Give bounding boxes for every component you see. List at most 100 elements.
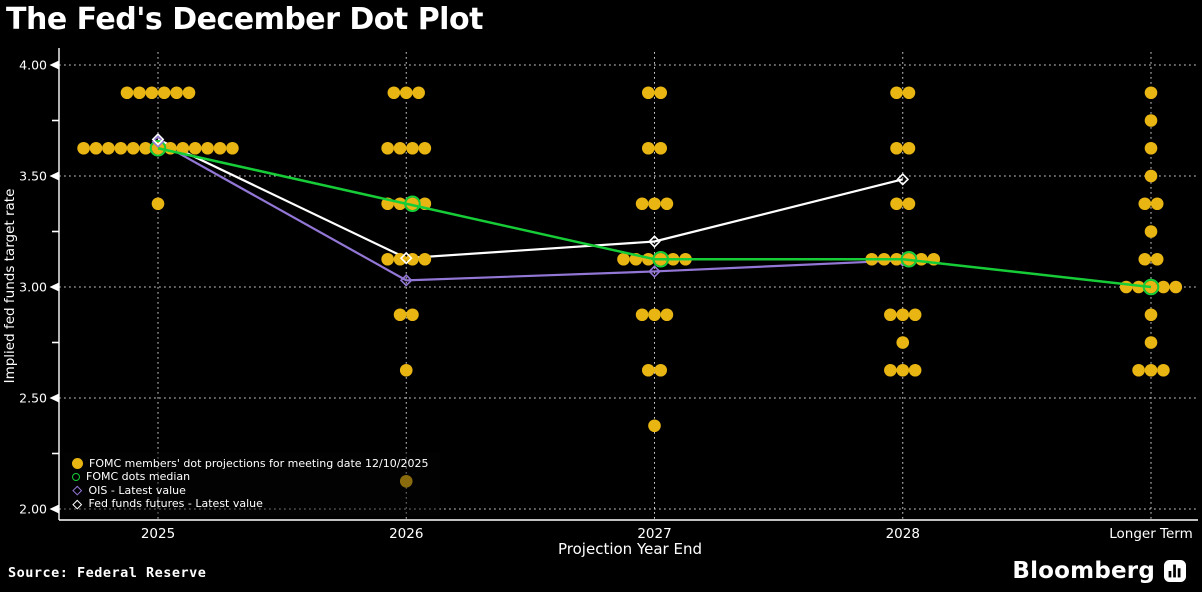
bloomberg-wordmark: Bloomberg bbox=[1012, 558, 1155, 584]
fomc-dot bbox=[1169, 280, 1183, 294]
fomc-dot bbox=[393, 141, 407, 155]
fomc-dot bbox=[635, 308, 649, 322]
y-tick-arrow bbox=[49, 60, 59, 70]
fomc-dot bbox=[1144, 336, 1158, 349]
fomc-dot bbox=[617, 252, 630, 266]
fomc-dot bbox=[381, 252, 394, 266]
y-tick-arrow bbox=[49, 171, 59, 181]
x-tick-label: 2027 bbox=[637, 526, 671, 542]
fomc-dot bbox=[145, 86, 159, 100]
y-tick-arrow bbox=[49, 393, 59, 403]
fomc-dot bbox=[387, 86, 401, 100]
futures-marker bbox=[399, 251, 413, 265]
fomc-dot bbox=[139, 141, 152, 155]
fomc-dot bbox=[642, 363, 655, 377]
fomc-dot bbox=[182, 86, 196, 100]
futures-marker bbox=[648, 235, 661, 248]
y-tick-label: 2.00 bbox=[19, 502, 47, 517]
fomc-dot bbox=[114, 141, 128, 155]
fomc-dot bbox=[654, 86, 667, 100]
fomc-dot bbox=[1144, 114, 1158, 127]
fomc-dot bbox=[635, 197, 649, 211]
fomc-dot bbox=[120, 86, 134, 100]
legend-item-label: FOMC members' dot projections for meetin… bbox=[89, 457, 429, 470]
fomc-dot bbox=[1144, 225, 1158, 238]
fomc-dot bbox=[151, 197, 165, 211]
fomc-dot bbox=[77, 141, 90, 155]
fomc-dot bbox=[1150, 197, 1164, 211]
legend-item: OIS - Latest value bbox=[72, 484, 428, 497]
fomc-dot bbox=[902, 86, 916, 100]
ois-marker bbox=[648, 265, 661, 278]
fomc-dot bbox=[126, 141, 140, 155]
fomc-dot bbox=[399, 474, 413, 488]
fomc-dot bbox=[642, 141, 655, 155]
legend-item-label: OIS - Latest value bbox=[88, 483, 186, 497]
fomc-dot bbox=[890, 86, 903, 100]
fomc-dot bbox=[902, 197, 916, 211]
fomc-dot bbox=[201, 141, 214, 155]
fomc-dot bbox=[1138, 197, 1152, 211]
fomc-dot bbox=[890, 141, 903, 155]
y-tick-arrow bbox=[49, 504, 59, 514]
fomc-dot bbox=[1157, 363, 1170, 377]
y-tick-label: 2.50 bbox=[19, 391, 47, 406]
fomc-dot bbox=[176, 141, 190, 155]
median-ring bbox=[900, 250, 918, 268]
y-tick-arrow bbox=[49, 282, 59, 292]
fomc-dot bbox=[1144, 141, 1158, 155]
fomc-dot bbox=[884, 308, 897, 322]
ois-marker bbox=[399, 274, 413, 287]
fomc-dot bbox=[393, 308, 407, 322]
fomc-dot bbox=[1144, 86, 1158, 100]
y-tick-label: 4.00 bbox=[19, 58, 47, 73]
fomc-dot bbox=[908, 308, 922, 322]
fomc-dot bbox=[381, 141, 394, 155]
fomc-dot bbox=[896, 336, 910, 349]
fomc-dot bbox=[648, 419, 661, 433]
legend-item: Fed funds futures - Latest value bbox=[72, 497, 428, 510]
fomc-dot bbox=[642, 86, 655, 100]
fomc-dot bbox=[896, 308, 910, 322]
fomc-dot bbox=[418, 141, 432, 155]
fomc-dot bbox=[226, 141, 239, 155]
ois-line bbox=[157, 140, 903, 282]
fomc-dot bbox=[1132, 363, 1145, 377]
x-tick-label: 2025 bbox=[141, 526, 175, 542]
futures-marker bbox=[151, 133, 165, 146]
fomc-dot bbox=[1138, 252, 1152, 266]
fomc-dot bbox=[89, 141, 103, 155]
fomc-dot bbox=[660, 197, 674, 211]
bloomberg-logo: Bloomberg bbox=[1012, 558, 1186, 584]
chart-legend: FOMC members' dot projections for meetin… bbox=[64, 452, 441, 516]
x-tick-label: Longer Term bbox=[1109, 526, 1193, 542]
median-circle-icon bbox=[72, 473, 80, 482]
legend-item-label: Fed funds futures - Latest value bbox=[88, 497, 263, 511]
fomc-dot bbox=[654, 363, 667, 377]
fomc-dot bbox=[1144, 308, 1158, 322]
fomc-dot bbox=[133, 86, 146, 100]
fomc-dot bbox=[412, 86, 425, 100]
x-axis-title: Projection Year End bbox=[558, 540, 702, 558]
x-tick-label: 2028 bbox=[886, 526, 920, 542]
page-title: The Fed's December Dot Plot bbox=[6, 2, 483, 37]
median-ring bbox=[1142, 278, 1160, 296]
fomc-dot bbox=[102, 141, 115, 155]
fomc-dot bbox=[648, 308, 661, 322]
median-ring bbox=[404, 195, 421, 213]
fomc-dot bbox=[1144, 169, 1158, 183]
ois-diamond-icon bbox=[72, 485, 82, 496]
fomc-dot bbox=[660, 308, 674, 322]
fomc-dot bbox=[890, 197, 903, 211]
fomc-dot bbox=[896, 363, 910, 377]
bar-chart-icon bbox=[1164, 560, 1186, 582]
median-ring bbox=[652, 250, 670, 268]
fomc-dot bbox=[1150, 252, 1164, 266]
fomc-dot bbox=[399, 86, 413, 100]
fomc-dot bbox=[884, 363, 897, 377]
fomc-dot bbox=[406, 141, 419, 155]
fomc-dot bbox=[418, 252, 432, 266]
fomc-dot bbox=[170, 86, 183, 100]
